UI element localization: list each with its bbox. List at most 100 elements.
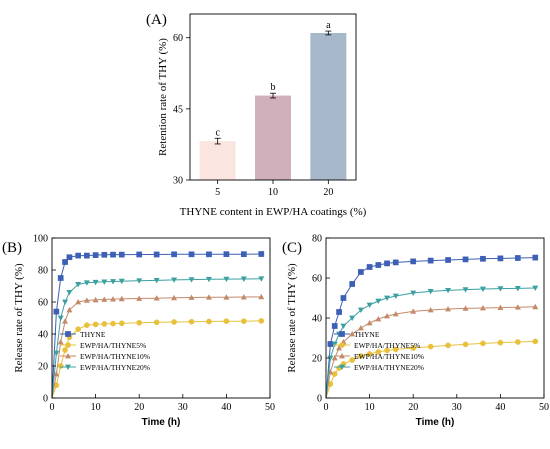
data-point <box>479 286 486 292</box>
data-point <box>532 303 539 310</box>
y-tick-label: 80 <box>312 234 322 245</box>
data-point <box>110 279 117 285</box>
data-point <box>57 363 64 369</box>
data-point <box>171 277 178 283</box>
y-tick-label: 30 <box>173 176 183 187</box>
data-point <box>392 311 399 317</box>
data-point <box>205 294 212 300</box>
x-tick-label: 30 <box>178 402 188 413</box>
data-point <box>327 355 334 361</box>
data-point <box>75 299 82 305</box>
y-tick-label: 60 <box>38 298 48 309</box>
data-point <box>258 251 265 257</box>
legend-marker <box>65 353 71 359</box>
data-point <box>392 259 399 266</box>
data-point <box>101 321 108 327</box>
data-point <box>358 269 364 275</box>
data-point <box>240 251 247 258</box>
y-tick-label: 40 <box>38 330 48 341</box>
data-point <box>62 299 69 305</box>
x-tick-label: 50 <box>539 402 549 413</box>
bar <box>310 32 347 180</box>
x-tick-label: 20 <box>408 402 418 413</box>
significance-letter: b <box>271 82 276 93</box>
data-point <box>514 286 521 292</box>
y-tick-label: 0 <box>43 394 48 405</box>
legend-label: EWP/HA/THYNE20% <box>354 363 424 372</box>
legend-marker <box>339 331 345 337</box>
y-tick-label: 20 <box>312 354 322 365</box>
y-axis-title: Retention rate of THY (%) <box>157 38 169 156</box>
data-point <box>206 251 212 258</box>
data-point <box>110 296 117 302</box>
data-point <box>331 341 338 347</box>
legend-marker <box>339 364 345 370</box>
data-point <box>62 347 68 353</box>
data-point <box>66 307 73 313</box>
data-point <box>384 260 390 267</box>
data-point <box>223 318 230 325</box>
y-axis-title: Release rate of THY (%) <box>286 263 298 373</box>
data-point <box>384 313 391 319</box>
data-point <box>480 255 486 262</box>
data-point <box>497 286 504 292</box>
data-point <box>410 290 417 296</box>
x-tick-label: 30 <box>452 402 462 413</box>
data-point <box>462 256 469 263</box>
panel-label: (C) <box>282 240 302 256</box>
data-point <box>118 295 125 302</box>
legend-marker <box>65 342 71 348</box>
data-point <box>514 255 521 261</box>
data-point <box>75 282 82 288</box>
data-point <box>62 259 68 265</box>
y-tick-label: 60 <box>173 33 183 44</box>
legend-label: EWP/HA/THYNE10% <box>80 352 150 361</box>
data-point <box>462 341 469 348</box>
data-point <box>84 252 90 259</box>
data-point <box>57 275 64 281</box>
data-point <box>258 318 265 324</box>
data-point <box>136 295 143 301</box>
data-point <box>532 254 539 261</box>
data-point <box>497 255 504 262</box>
data-point <box>75 326 82 333</box>
data-point <box>205 276 212 283</box>
y-tick-label: 80 <box>38 266 48 277</box>
data-point <box>336 345 343 351</box>
bar <box>255 95 291 180</box>
data-point <box>62 318 69 324</box>
legend-marker <box>339 342 345 348</box>
plot-frame <box>51 237 271 399</box>
data-point <box>445 257 451 263</box>
data-point <box>223 294 230 300</box>
data-point <box>462 287 469 293</box>
data-point <box>171 294 178 301</box>
significance-letter: c <box>215 127 220 138</box>
data-point <box>349 331 356 337</box>
x-tick-label: 20 <box>134 402 144 413</box>
legend-label: THYNE <box>80 330 106 339</box>
data-point <box>331 323 338 329</box>
data-point <box>340 295 347 301</box>
data-point <box>84 322 90 329</box>
data-point <box>375 262 382 268</box>
data-point <box>514 339 521 345</box>
legend-label: EWP/HA/THYNE5% <box>354 341 420 350</box>
data-point <box>188 277 195 283</box>
data-point <box>136 319 143 326</box>
data-point <box>153 319 160 326</box>
data-point <box>340 323 347 329</box>
data-point <box>497 339 504 346</box>
data-point <box>101 296 108 302</box>
data-point <box>206 318 212 325</box>
legend-label: EWP/HA/THYNE5% <box>80 341 146 350</box>
data-point <box>153 295 160 301</box>
data-point <box>497 304 504 310</box>
data-point <box>92 321 99 328</box>
data-point <box>349 357 356 363</box>
legend-label: THYNE <box>354 330 380 339</box>
panel-a: (A) c 5 b 10 a 20 30 45 60 THYNE content in EWP/HA… <box>146 12 367 218</box>
legend-marker <box>339 353 345 359</box>
data-point <box>83 297 90 303</box>
